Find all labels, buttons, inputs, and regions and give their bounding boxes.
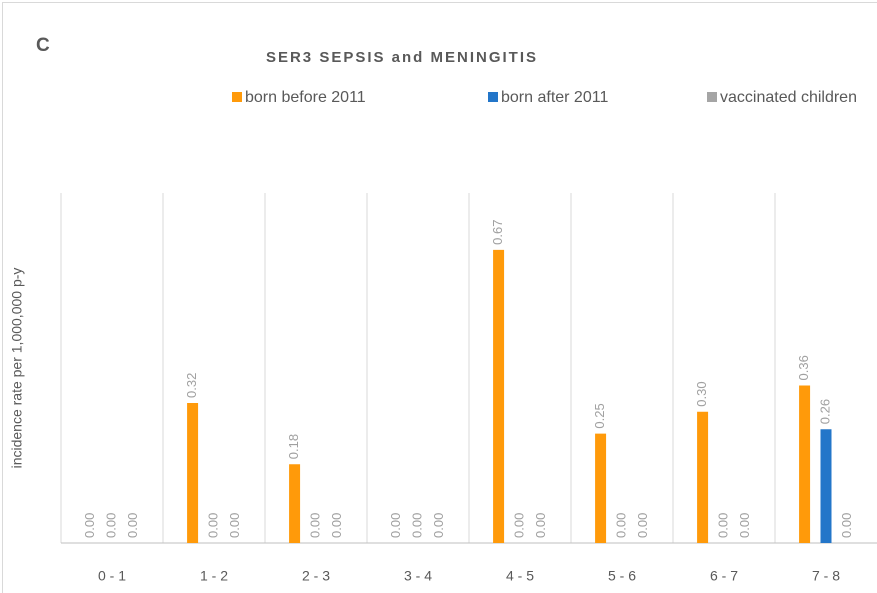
value-label: 0.32 (184, 373, 199, 398)
value-label: 0.67 (490, 220, 505, 245)
legend-swatch (707, 92, 717, 102)
value-label: 0.00 (839, 513, 854, 538)
value-label: 0.00 (307, 513, 322, 538)
bar (493, 249, 505, 543)
value-label: 0.00 (227, 513, 242, 538)
value-label: 0.00 (125, 513, 140, 538)
value-label: 0.18 (286, 434, 301, 459)
bar (289, 464, 301, 543)
bar (187, 403, 199, 543)
x-tick-label: 0 - 1 (98, 568, 126, 584)
value-label: 0.00 (103, 513, 118, 538)
value-label: 0.26 (817, 399, 832, 424)
y-axis-label: incidence rate per 1,000,000 p-y (9, 268, 25, 469)
legend-swatch (488, 92, 498, 102)
x-tick-label: 3 - 4 (404, 568, 432, 584)
x-tick-label: 5 - 6 (608, 568, 636, 584)
value-label: 0.00 (715, 513, 730, 538)
x-tick-label: 6 - 7 (710, 568, 738, 584)
legend-label: born before 2011 (245, 89, 366, 106)
value-label: 0.00 (613, 513, 628, 538)
value-label: 0.30 (694, 381, 709, 406)
x-tick-label: 1 - 2 (200, 568, 228, 584)
value-label: 0.00 (329, 513, 344, 538)
bar (820, 429, 832, 543)
value-label: 0.00 (431, 513, 446, 538)
bar (697, 411, 709, 543)
value-label: 0.00 (737, 513, 752, 538)
value-label: 0.00 (533, 513, 548, 538)
legend-label: vaccinated children (720, 89, 857, 106)
x-tick-label: 4 - 5 (506, 568, 534, 584)
value-label: 0.00 (388, 513, 403, 538)
value-label: 0.00 (511, 513, 526, 538)
x-tick-label: 2 - 3 (302, 568, 330, 584)
value-label: 0.36 (796, 355, 811, 380)
legend-swatch (232, 92, 242, 102)
x-tick-label: 7 - 8 (812, 568, 840, 584)
legend-label: born after 2011 (501, 89, 608, 106)
bar (799, 385, 811, 543)
value-label: 0.00 (82, 513, 97, 538)
value-label: 0.00 (205, 513, 220, 538)
value-label: 0.00 (635, 513, 650, 538)
value-label: 0.00 (409, 513, 424, 538)
chart-title: SER3 SEPSIS and MENINGITIS (266, 49, 538, 66)
value-label: 0.25 (592, 403, 607, 428)
bar (595, 433, 607, 543)
panel-label: C (36, 35, 50, 56)
